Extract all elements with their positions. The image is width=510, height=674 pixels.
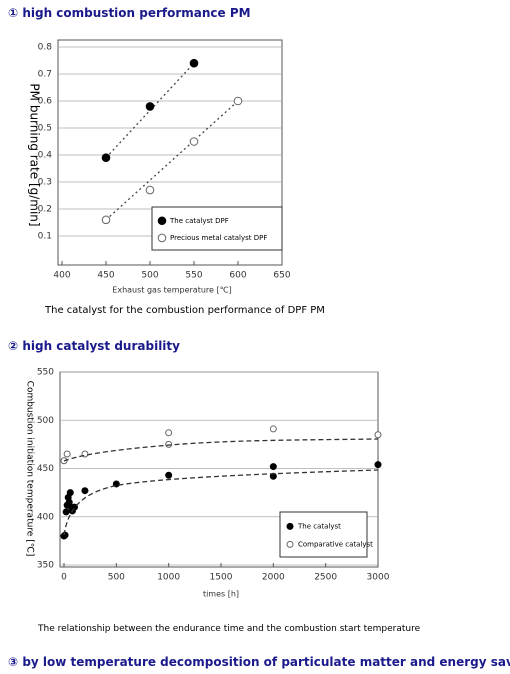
data-point [145, 102, 155, 111]
y-tick-label: 0.2 [38, 205, 52, 215]
x-tick-label: 3000 [367, 573, 390, 583]
y-tick-label: 450 [37, 464, 54, 474]
y-tick-label: 0.5 [38, 124, 52, 134]
legend-label: Precious metal catalyst DPF [170, 234, 267, 242]
y-tick-label: 0.6 [38, 97, 53, 107]
data-point [233, 96, 243, 106]
y-tick-label: 550 [37, 368, 54, 378]
legend-label: The catalyst DPF [169, 217, 229, 225]
legend-box [279, 511, 368, 558]
y-tick-label: 0.8 [38, 43, 53, 53]
data-point [374, 461, 382, 469]
y-tick-label: 0.4 [38, 151, 53, 161]
y-tick-label: 0.1 [38, 232, 52, 242]
data-point [374, 431, 382, 439]
legend-marker [286, 540, 294, 548]
x-tick-label: 2500 [314, 573, 337, 583]
data-point [165, 471, 173, 479]
caption: The catalyst for the combustion performa… [45, 305, 325, 316]
x-tick-label: 500 [141, 271, 158, 281]
x-tick-label: 550 [185, 271, 202, 281]
y-axis-label: Combustion initiation temperature [℃] [25, 381, 35, 557]
y-tick-label: 350 [37, 561, 54, 571]
heading: ① high combustion performance PM [8, 6, 251, 20]
y-tick-label: 0.7 [38, 70, 52, 80]
y-tick-label: 0.3 [38, 178, 52, 188]
data-point [66, 489, 74, 497]
legend-marker [286, 522, 294, 530]
y-tick-label: 500 [37, 416, 54, 426]
legend-label: The catalyst [297, 522, 341, 530]
data-point [165, 429, 173, 437]
data-point [189, 58, 199, 68]
data-point [63, 450, 71, 458]
data-point [101, 153, 111, 162]
heading: ③ by low temperature decomposition of pa… [8, 655, 510, 669]
legend-marker [157, 233, 167, 243]
data-point [189, 137, 199, 146]
x-axis-label: Exhaust gas temperature [℃] [112, 286, 231, 295]
x-tick-label: 0 [61, 573, 67, 583]
x-tick-label: 600 [229, 271, 246, 281]
legend-marker [157, 216, 167, 226]
x-tick-label: 500 [108, 573, 125, 583]
y-tick-label: 400 [37, 512, 54, 522]
x-tick-label: 1000 [157, 573, 180, 583]
data-point [269, 463, 277, 471]
legend-label: Comparative catalyst [298, 540, 373, 548]
data-point [145, 185, 155, 195]
x-tick-label: 1500 [210, 573, 233, 583]
x-tick-label: 450 [97, 271, 114, 281]
data-point [101, 215, 111, 225]
y-axis-label: PM burning rate [g/min] [28, 83, 42, 226]
data-point [62, 508, 70, 516]
data-point [81, 487, 89, 495]
caption: The relationship between the endurance t… [38, 624, 421, 634]
heading: ② high catalyst durability [8, 339, 180, 353]
x-tick-label: 400 [53, 271, 70, 281]
data-point [61, 531, 69, 539]
x-axis-label: times [h] [203, 590, 239, 599]
trend-line [105, 62, 195, 159]
data-point [269, 425, 277, 433]
trend-curve [63, 438, 379, 462]
legend-box [151, 206, 283, 251]
x-tick-label: 2000 [262, 573, 285, 583]
x-tick-label: 650 [273, 271, 290, 281]
